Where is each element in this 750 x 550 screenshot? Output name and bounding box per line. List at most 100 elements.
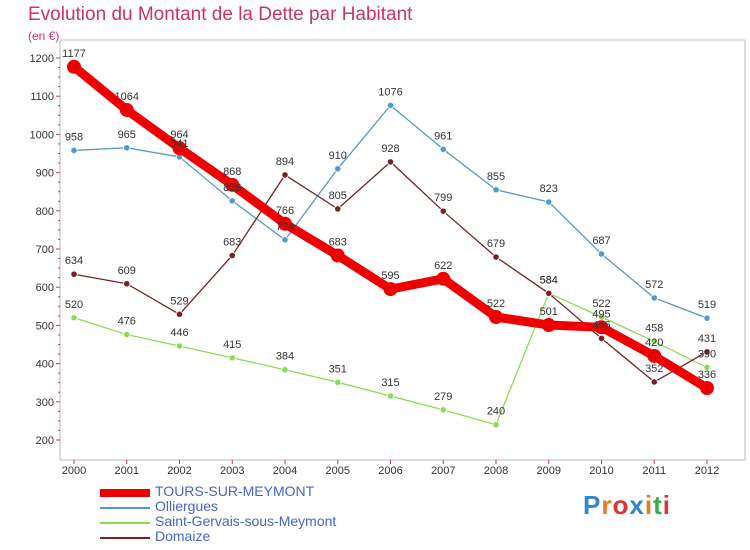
y-tick-label: 500 [36, 320, 54, 332]
data-point [436, 271, 451, 286]
x-tick-label: 2008 [484, 465, 508, 477]
y-tick-label: 800 [36, 206, 54, 218]
data-label: 384 [276, 351, 294, 363]
data-label: 683 [329, 236, 347, 248]
x-tick-label: 2010 [589, 465, 613, 477]
data-label: 466 [592, 319, 610, 331]
data-point [123, 144, 131, 152]
data-point [545, 198, 553, 206]
data-point [650, 294, 658, 302]
data-label: 572 [645, 279, 663, 291]
data-label: 390 [698, 348, 716, 360]
data-point [228, 197, 236, 205]
data-point [383, 282, 398, 297]
legend-label: Olliergues [155, 498, 219, 514]
data-point [228, 251, 236, 260]
data-point [597, 250, 606, 258]
data-label: 415 [223, 339, 241, 351]
data-label: 595 [381, 270, 399, 282]
data-point [489, 309, 503, 324]
data-point [175, 342, 184, 350]
data-label: 279 [434, 391, 452, 403]
legend-label: TOURS-SUR-MEYMONT [155, 483, 315, 499]
legend-swatch [100, 507, 150, 509]
chart-unit-label: (en €) [28, 29, 60, 43]
data-label: 766 [276, 205, 294, 217]
data-point [334, 165, 342, 173]
legend-swatch [100, 537, 150, 539]
data-label: 634 [65, 255, 83, 267]
data-point [228, 354, 236, 362]
data-point [386, 158, 395, 166]
y-tick-label: 600 [36, 282, 54, 294]
data-label: 855 [487, 171, 505, 183]
data-point [700, 381, 714, 396]
data-label: 501 [540, 306, 558, 318]
y-tick-label: 1000 [30, 129, 54, 141]
data-point [281, 366, 289, 374]
data-point [650, 337, 658, 346]
data-label: 352 [645, 363, 663, 375]
data-label: 431 [698, 333, 716, 345]
x-tick-label: 2009 [537, 465, 561, 477]
line-chart: 200 300 400 500 600 700 800 900 1000 1100 1200 2000… [30, 39, 746, 477]
data-label: 519 [698, 299, 716, 311]
data-point [439, 207, 447, 215]
x-tick-label: 2007 [431, 465, 455, 477]
data-label: 1064 [115, 91, 139, 103]
data-point [597, 313, 606, 321]
data-point [492, 253, 500, 261]
data-point [172, 141, 187, 156]
data-label: 1076 [378, 86, 402, 98]
data-label: 724 [276, 221, 294, 233]
data-point [334, 205, 342, 213]
x-tick-label: 2005 [326, 465, 350, 477]
plot-frame [59, 39, 746, 461]
data-point [594, 320, 609, 335]
data-point [334, 378, 342, 386]
data-label: 420 [645, 337, 663, 349]
data-label: 965 [118, 129, 136, 141]
data-label: 679 [487, 238, 505, 250]
data-label: 622 [434, 260, 452, 272]
series-line-saint-gervais-sous-meymont [73, 292, 708, 426]
y-tick-label: 300 [36, 397, 54, 409]
data-point [70, 270, 78, 278]
data-label: 522 [592, 298, 610, 310]
legend-swatch [100, 489, 150, 497]
data-point [278, 216, 292, 231]
data-label: 941 [170, 138, 188, 150]
data-point [281, 236, 289, 244]
series-line-tours-sur-meymont [69, 62, 712, 393]
x-tick-label: 2006 [378, 465, 402, 477]
x-tick-label: 2004 [273, 465, 297, 477]
x-tick-label: 2001 [115, 465, 139, 477]
data-label: 805 [329, 190, 347, 202]
data-point [439, 145, 447, 153]
data-label: 894 [276, 156, 294, 168]
data-label: 609 [118, 265, 136, 277]
proxiti-logo: Proxiti [583, 490, 671, 520]
data-point [597, 334, 606, 342]
data-point [386, 392, 395, 400]
data-label: 240 [487, 406, 505, 418]
data-label: 961 [434, 130, 452, 142]
data-label: 958 [65, 131, 83, 143]
data-label: 868 [223, 166, 241, 178]
data-label: 799 [434, 192, 452, 204]
y-tick-label: 900 [36, 168, 54, 180]
data-point [123, 330, 131, 339]
data-label: 446 [170, 327, 188, 339]
data-point [70, 314, 78, 322]
data-point [175, 310, 184, 318]
data-label: 529 [170, 295, 188, 307]
legend-label: Domaize [155, 528, 211, 544]
x-tick-label: 2003 [220, 465, 244, 477]
data-point [70, 146, 78, 155]
data-point [703, 348, 711, 356]
data-label: 964 [170, 129, 188, 141]
data-label: 351 [329, 363, 347, 375]
data-label: 928 [381, 143, 399, 155]
data-label: 910 [329, 150, 347, 162]
data-label: 495 [592, 308, 610, 320]
